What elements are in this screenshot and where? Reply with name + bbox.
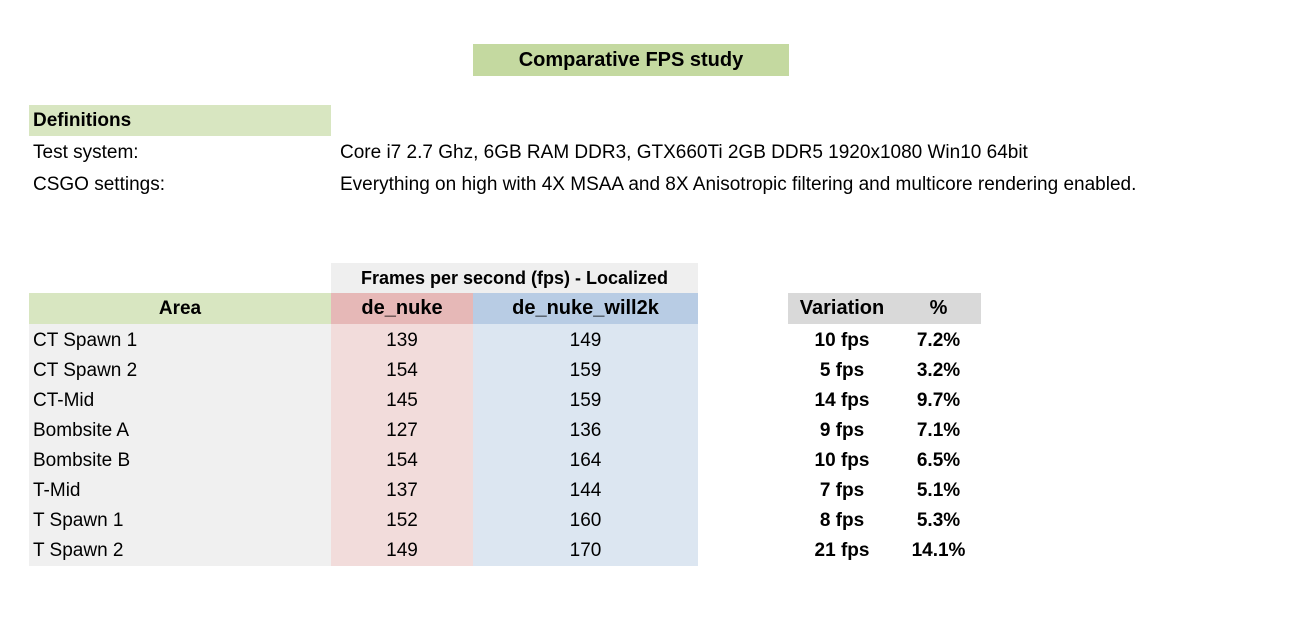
variation-fps-cell: 21 fps: [814, 540, 870, 561]
variation-row: 21 fps 14.1%: [788, 536, 981, 566]
variation-fps-cell: 5 fps: [819, 360, 865, 381]
variation-row: 7 fps 5.1%: [788, 476, 981, 506]
table-row: T Spawn 2 149 170: [29, 536, 698, 566]
definition-label-test-system: Test system:: [33, 142, 139, 163]
definitions-heading: Definitions: [29, 105, 331, 136]
table-row: T-Mid 137 144: [29, 476, 698, 506]
de-nuke-will2k-cell: 136: [569, 420, 602, 441]
variation-fps-cell: 9 fps: [819, 420, 865, 441]
variation-percent-cell: 7.1%: [916, 420, 961, 441]
area-cell: T Spawn 2: [33, 540, 124, 561]
area-cell: T-Mid: [33, 480, 81, 501]
area-cell: CT Spawn 2: [33, 360, 138, 381]
variation-percent-cell: 3.2%: [916, 360, 961, 381]
variation-percent-cell: 7.2%: [916, 330, 961, 351]
area-cell: Bombsite B: [33, 450, 131, 471]
variation-row: 10 fps 7.2%: [788, 326, 981, 356]
variation-table-body: 10 fps 7.2% 5 fps 3.2% 14 fps 9.7% 9 fps…: [788, 326, 981, 566]
variation-row: 5 fps 3.2%: [788, 356, 981, 386]
table-row: CT Spawn 1 139 149: [29, 326, 698, 356]
table-row: T Spawn 1 152 160: [29, 506, 698, 536]
variation-fps-cell: 10 fps: [814, 330, 870, 351]
de-nuke-cell: 154: [386, 360, 418, 381]
definition-value-test-system: Core i7 2.7 Ghz, 6GB RAM DDR3, GTX660Ti …: [340, 142, 1028, 163]
variation-fps-cell: 10 fps: [814, 450, 870, 471]
variation-percent-cell: 6.5%: [916, 450, 961, 471]
variation-row: 14 fps 9.7%: [788, 386, 981, 416]
de-nuke-cell: 152: [386, 510, 418, 531]
fps-group-header: Frames per second (fps) - Localized: [331, 263, 698, 293]
variation-row: 9 fps 7.1%: [788, 416, 981, 446]
area-cell: CT-Mid: [33, 390, 95, 411]
table-row: CT Spawn 2 154 159: [29, 356, 698, 386]
de-nuke-will2k-cell: 149: [569, 330, 602, 351]
variation-fps-cell: 8 fps: [819, 510, 865, 531]
percent-header-label: %: [929, 297, 948, 319]
table-row: Bombsite B 154 164: [29, 446, 698, 476]
variation-header: Variation %: [788, 293, 981, 324]
de-nuke-will2k-cell: 170: [569, 540, 602, 561]
variation-header-label: Variation: [799, 297, 885, 319]
de-nuke-will2k-cell: 160: [569, 510, 602, 531]
de-nuke-will2k-cell: 144: [569, 480, 602, 501]
de-nuke-cell: 154: [386, 450, 418, 471]
de-nuke-cell: 145: [386, 390, 418, 411]
de-nuke-will2k-cell: 164: [569, 450, 602, 471]
variation-row: 10 fps 6.5%: [788, 446, 981, 476]
de-nuke-will2k-cell: 159: [569, 390, 602, 411]
column-header-de-nuke-will2k: de_nuke_will2k: [473, 293, 698, 324]
area-column-background: [29, 324, 331, 566]
de-nuke-column-background: [331, 324, 473, 566]
de-nuke-cell: 127: [386, 420, 418, 441]
definition-label-csgo-settings: CSGO settings:: [33, 174, 165, 195]
area-cell: T Spawn 1: [33, 510, 124, 531]
table-row: Bombsite A 127 136: [29, 416, 698, 446]
table-row: CT-Mid 145 159: [29, 386, 698, 416]
variation-row: 8 fps 5.3%: [788, 506, 981, 536]
fps-table-body: CT Spawn 1 139 149 CT Spawn 2 154 159 CT…: [29, 326, 698, 566]
variation-fps-cell: 7 fps: [819, 480, 865, 501]
column-header-de-nuke: de_nuke: [331, 293, 473, 324]
variation-percent-cell: 5.3%: [916, 510, 961, 531]
area-cell: CT Spawn 1: [33, 330, 138, 351]
de-nuke-will2k-cell: 159: [569, 360, 602, 381]
variation-percent-cell: 14.1%: [911, 540, 966, 561]
de-nuke-cell: 149: [386, 540, 418, 561]
page-title: Comparative FPS study: [473, 44, 789, 76]
column-header-area: Area: [29, 293, 331, 324]
variation-percent-cell: 5.1%: [916, 480, 961, 501]
variation-percent-cell: 9.7%: [916, 390, 961, 411]
de-nuke-cell: 137: [386, 480, 418, 501]
de-nuke-will2k-column-background: [473, 324, 698, 566]
definition-value-csgo-settings: Everything on high with 4X MSAA and 8X A…: [340, 174, 1137, 195]
variation-fps-cell: 14 fps: [814, 390, 870, 411]
area-cell: Bombsite A: [33, 420, 130, 441]
de-nuke-cell: 139: [386, 330, 418, 351]
